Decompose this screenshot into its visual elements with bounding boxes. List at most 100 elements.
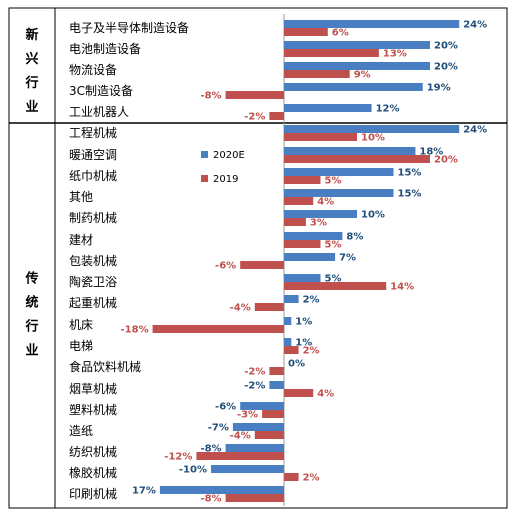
data-label: 14%	[390, 282, 414, 293]
bar-2019-14	[152, 325, 284, 333]
data-label: 17%	[132, 486, 156, 497]
category-label: 印刷机械	[69, 486, 117, 501]
group-label-char: 行	[24, 319, 38, 335]
category-label: 起重机械	[69, 295, 117, 310]
data-label: 3%	[310, 218, 327, 229]
data-label: 2%	[303, 295, 320, 306]
category-label: 电子及半导体制造设备	[69, 21, 189, 35]
bar-2019-2	[284, 70, 350, 78]
data-label: 2%	[303, 346, 320, 357]
group-label-char: 传	[24, 271, 38, 287]
bar-2019-20	[196, 452, 284, 460]
category-label: 工业机器人	[69, 105, 129, 119]
bar-2020E-21	[211, 465, 284, 473]
data-label: 1%	[295, 317, 312, 328]
bar-2020E-14	[284, 317, 292, 325]
bar-2019-17	[284, 389, 314, 397]
bar-2019-12	[284, 282, 387, 290]
group-label-char: 业	[25, 99, 38, 115]
bar-2020E-22	[159, 486, 284, 494]
bar-2020E-7	[284, 168, 394, 176]
bar-2020E-15	[284, 338, 292, 346]
data-label: -12%	[164, 452, 192, 463]
data-label: 0%	[288, 359, 305, 370]
data-label: -2%	[244, 367, 265, 378]
chart-frame	[8, 7, 508, 509]
bar-2019-5	[284, 133, 357, 141]
data-label: 4%	[317, 197, 334, 208]
data-label: 18%	[419, 147, 443, 158]
bar-2020E-6	[284, 147, 416, 155]
bar-2019-18	[262, 410, 284, 418]
data-label: 2%	[303, 473, 320, 484]
bar-2020E-13	[284, 295, 299, 303]
category-label: 暖通空调	[69, 148, 117, 162]
category-label: 橡胶机械	[69, 465, 117, 480]
category-label: 电梯	[69, 339, 93, 353]
bar-2019-11	[240, 261, 284, 269]
data-label: -8%	[200, 494, 221, 505]
legend-swatch-2019	[201, 175, 208, 182]
group-label-char: 行	[24, 75, 38, 91]
group-label-char: 兴	[25, 51, 38, 67]
group-label-char: 新	[25, 27, 38, 43]
data-label: 15%	[398, 168, 422, 179]
data-label: -4%	[230, 431, 251, 442]
data-label: 8%	[346, 232, 363, 243]
category-label: 包装机械	[69, 253, 117, 268]
data-label: -6%	[215, 261, 236, 272]
bar-2020E-5	[284, 125, 460, 133]
data-label: -7%	[208, 423, 229, 434]
data-label: 10%	[361, 210, 385, 221]
data-label: -3%	[237, 410, 258, 421]
legend-label: 2019	[213, 174, 238, 185]
bar-2019-16	[269, 367, 284, 375]
data-label: 20%	[434, 62, 458, 73]
data-label: -4%	[230, 303, 251, 314]
bar-2020E-19	[232, 423, 284, 431]
data-label: 24%	[463, 125, 487, 136]
category-label: 纸巾机械	[69, 168, 117, 183]
bar-2019-4	[269, 112, 284, 120]
data-label: 5%	[325, 274, 342, 285]
data-label: -2%	[244, 381, 265, 392]
bar-2020E-17	[269, 381, 284, 389]
bar-2019-22	[225, 494, 284, 502]
legend-label: 2020E	[213, 150, 245, 161]
category-label: 制药机械	[69, 210, 117, 225]
data-label: -8%	[200, 91, 221, 102]
data-label: 20%	[434, 41, 458, 52]
bar-2020E-3	[284, 83, 423, 91]
data-label: 24%	[463, 20, 487, 31]
data-label: -6%	[215, 402, 236, 413]
category-label: 工程机械	[69, 125, 117, 140]
bar-2020E-12	[284, 274, 321, 282]
category-label: 电池制造设备	[69, 42, 141, 56]
bar-2020E-0	[284, 20, 460, 28]
data-label: 1%	[295, 338, 312, 349]
data-label: 6%	[332, 28, 349, 39]
bar-2019-8	[284, 197, 314, 205]
category-label: 机床	[69, 318, 93, 332]
bar-2019-21	[284, 473, 299, 481]
category-label: 物流设备	[69, 63, 117, 77]
data-label: 19%	[427, 83, 451, 94]
category-label: 烟草机械	[69, 381, 117, 396]
data-label: 5%	[325, 240, 342, 251]
data-label: -18%	[121, 325, 149, 336]
data-label: 20%	[434, 155, 458, 166]
bar-2020E-10	[284, 232, 343, 240]
bar-2019-19	[254, 431, 284, 439]
bar-2019-9	[284, 218, 306, 226]
category-label: 建材	[69, 233, 93, 247]
data-label: 7%	[339, 253, 356, 264]
bar-2019-0	[284, 28, 328, 36]
data-label: 4%	[317, 389, 334, 400]
category-label: 其他	[69, 190, 93, 204]
data-label: 5%	[325, 176, 342, 187]
data-label: 12%	[376, 104, 400, 115]
data-label: 13%	[383, 49, 407, 60]
bar-2019-3	[225, 91, 284, 99]
group-label-char: 业	[25, 343, 38, 359]
bar-2020E-18	[240, 402, 284, 410]
